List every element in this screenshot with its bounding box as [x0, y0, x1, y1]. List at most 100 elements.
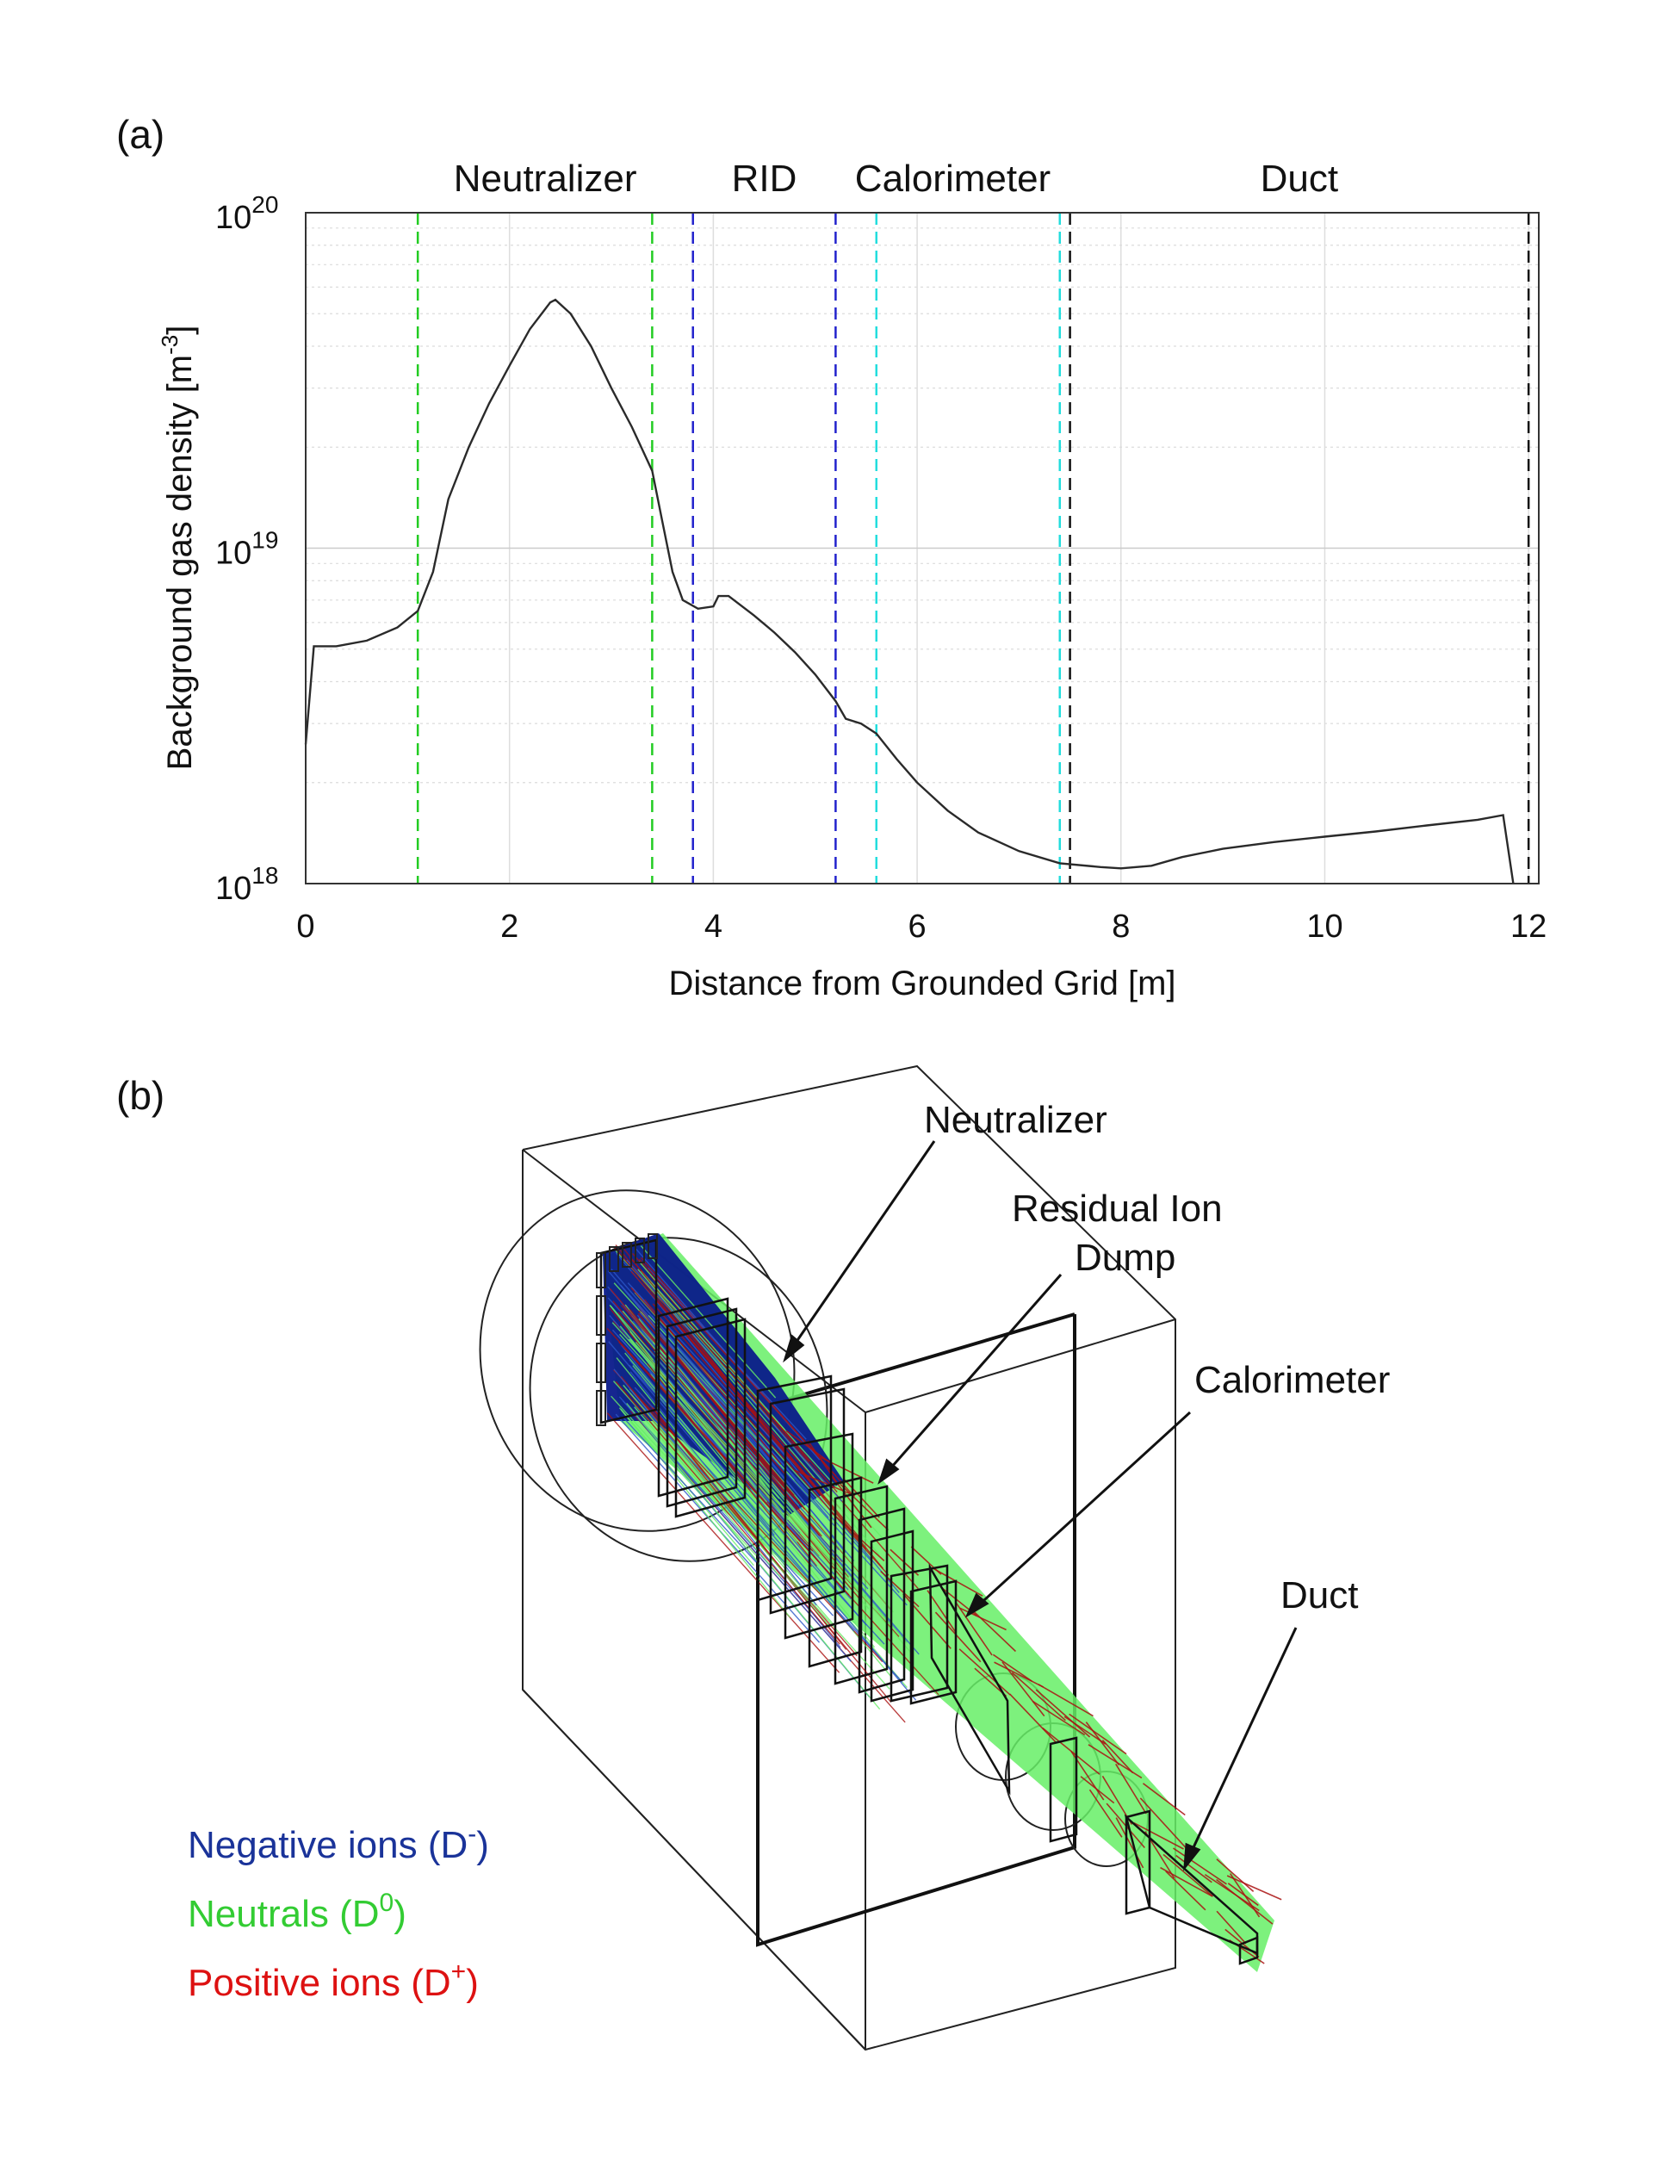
y-tick-labels: 1018 1019 1020 [215, 191, 278, 907]
beam-trajectory [969, 1607, 1017, 1653]
callout-neutralizer: Neutralizer [924, 1099, 1107, 1141]
beam-trajectory [618, 1407, 790, 1618]
beam-trajectory [621, 1305, 806, 1510]
boundary-lines [416, 213, 1530, 884]
y-axis-label-main: Background gas density [m [161, 355, 199, 770]
beam-trajectory [1035, 1689, 1091, 1738]
beam-trajectory [1173, 1847, 1227, 1885]
beam-trajectory [1133, 1821, 1184, 1850]
beam-trajectory [637, 1312, 893, 1612]
beam-trajectory [611, 1395, 757, 1556]
beam-trajectory [1227, 1883, 1259, 1907]
beam-trajectory [622, 1310, 902, 1636]
x-tick-label: 10 [1306, 909, 1342, 945]
beam-trajectory [840, 1483, 889, 1531]
beam-trajectory [927, 1590, 957, 1634]
beam-trajectory [638, 1258, 837, 1477]
beam-trajectory [626, 1259, 843, 1502]
beam-trajectory [994, 1661, 1044, 1688]
y-axis-label-exp: -3 [157, 335, 183, 355]
beam-trajectory [933, 1567, 983, 1597]
beam-trajectory [647, 1363, 813, 1567]
beam-trajectory [1115, 1763, 1147, 1815]
beam-trajectory [629, 1359, 917, 1701]
beam-trajectory [1001, 1661, 1045, 1717]
beam-trajectory [1088, 1744, 1143, 1779]
beam-trajectory [1216, 1910, 1247, 1945]
beam-trajectory [639, 1312, 908, 1606]
region-label: Calorimeter [855, 158, 1051, 200]
x-axis-label: Distance from Grounded Grid [m] [668, 965, 1175, 1002]
beam-trajectory [629, 1393, 834, 1616]
beam-trajectory [1069, 1713, 1127, 1755]
beam-trajectory [1038, 1684, 1094, 1717]
beam-trajectory [1085, 1722, 1120, 1765]
legend-entry: Positive ions (D+) [188, 1958, 479, 2004]
x-tick-label: 4 [704, 909, 722, 945]
vessel-outline [522, 1064, 1176, 2051]
beam-trajectory [1011, 1672, 1066, 1722]
beam-trajectory [634, 1387, 903, 1683]
beam-trajectory [606, 1412, 840, 1673]
beam-trajectory [934, 1611, 982, 1663]
density-curve [304, 298, 1515, 884]
panel-a-region-labels: Neutralizer RID Calorimeter Duct [454, 158, 1338, 200]
beam-trajectory [1160, 1866, 1213, 1897]
region-label: Neutralizer [454, 158, 637, 200]
beam-trajectory [640, 1311, 895, 1613]
callout-rid-line2: Dump [1075, 1237, 1175, 1279]
beam-trajectory [615, 1381, 840, 1645]
beam-trajectory [1009, 1693, 1057, 1743]
beam-trajectory [1204, 1873, 1260, 1912]
beam-trajectory [992, 1654, 1032, 1682]
beam-trajectory [829, 1511, 885, 1561]
callout-duct: Duct [1280, 1574, 1358, 1616]
plot-frame [305, 212, 1540, 884]
beam-trajectory [627, 1293, 760, 1452]
x-tick-label: 0 [296, 909, 314, 945]
y-tick-label: 1019 [215, 527, 278, 572]
beam-trajectory [640, 1245, 777, 1399]
beam-trajectory [1175, 1854, 1212, 1883]
beam-trajectory [623, 1384, 830, 1627]
beam-trajectory [954, 1601, 993, 1656]
beam-trajectory [1088, 1789, 1123, 1838]
beam-trajectory [1216, 1878, 1274, 1925]
beam-trajectory [910, 1546, 942, 1575]
x-tick-label: 12 [1510, 909, 1547, 945]
beam-trajectory [1165, 1871, 1206, 1911]
panel-b-label: (b) [116, 1073, 164, 1118]
x-tick-label: 8 [1112, 909, 1130, 945]
beam-trajectory [611, 1329, 813, 1554]
beam-trajectory [1216, 1858, 1255, 1892]
beam-trajectory [619, 1325, 768, 1503]
beam-trajectory [958, 1648, 1011, 1696]
callout-rid-line1: Residual Ion [1012, 1188, 1223, 1230]
y-tick-label: 1018 [215, 862, 278, 907]
beam-trajectory [795, 1469, 856, 1497]
component-boxes [599, 1238, 1259, 1965]
beam-trajectory [1162, 1853, 1214, 1897]
beam-trajectory [611, 1322, 867, 1600]
y-axis-label-close: ] [161, 326, 199, 335]
beam-trajectory [1139, 1797, 1190, 1852]
beam-trajectory [651, 1315, 846, 1554]
beam-trajectory [1032, 1700, 1086, 1736]
beam-trajectory [1063, 1716, 1107, 1745]
beam-trajectory [1142, 1783, 1186, 1816]
beam-trajectory [1042, 1727, 1100, 1775]
panel-a-label: (a) [116, 112, 164, 157]
beam-trajectory [611, 1269, 767, 1449]
grid-lines [306, 213, 1539, 884]
beam-trajectory [785, 1430, 834, 1465]
y-axis-label: Background gas density [m-3] [157, 326, 199, 771]
beam-trajectory [1101, 1740, 1134, 1774]
legend-entry: Neutrals (D0) [188, 1889, 406, 1935]
callout-arrows [783, 1140, 1298, 1871]
x-tick-label: 2 [500, 909, 518, 945]
callout-calorimeter: Calorimeter [1194, 1359, 1390, 1401]
x-tick-labels: 0 2 4 6 8 10 12 [296, 909, 1547, 945]
beam-trajectory [624, 1352, 772, 1528]
source-grid-slots [596, 1233, 658, 1426]
y-tick-label: 1020 [215, 191, 278, 236]
